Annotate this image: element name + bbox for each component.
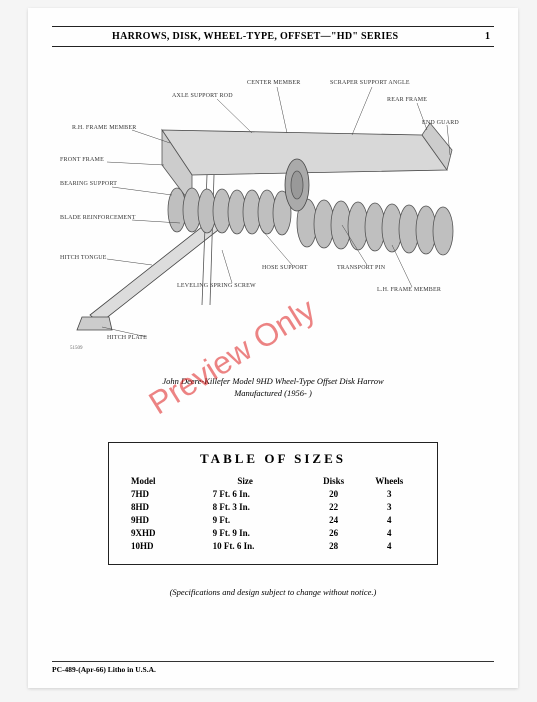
diagram-id: 51509 (70, 346, 83, 351)
part-label: TRANSPORT PIN (337, 265, 385, 271)
part-label: HITCH PLATE (107, 335, 147, 341)
part-label: HITCH TONGUE (60, 255, 107, 261)
diagram-caption: John Deere-Killefer Model 9HD Wheel-Type… (52, 376, 494, 400)
part-label: BLADE REINFORCEMENT (60, 215, 136, 221)
table-row: 9XHD 9 Ft. 9 In. 26 4 (127, 528, 419, 539)
part-label: R.H. FRAME MEMBER (72, 125, 136, 131)
table-row: 9HD 9 Ft. 24 4 (127, 515, 419, 526)
disclaimer-text: (Specifications and design subject to ch… (52, 587, 494, 597)
table-header-row: Model Size Disks Wheels (127, 475, 419, 487)
document-page: HARROWS, DISK, WHEEL-TYPE, OFFSET—"HD" S… (28, 8, 518, 688)
part-label: LEVELING SPRING SCREW (177, 283, 256, 289)
part-label: AXLE SUPPORT ROD (172, 93, 233, 99)
part-label: L.H. FRAME MEMBER (377, 287, 441, 293)
table-title: TABLE OF SIZES (125, 451, 421, 467)
col-model: Model (127, 475, 181, 487)
table-row: 10HD 10 Ft. 6 In. 28 4 (127, 541, 419, 552)
col-wheels: Wheels (360, 475, 419, 487)
sizes-table-box: TABLE OF SIZES Model Size Disks Wheels 7… (108, 442, 438, 565)
header-title: HARROWS, DISK, WHEEL-TYPE, OFFSET—"HD" S… (112, 31, 398, 42)
part-label: HOSE SUPPORT (262, 265, 308, 271)
table-row: 7HD 7 Ft. 6 In. 20 3 (127, 489, 419, 500)
footer-text: PC-489-(Apr-66) Litho in U.S.A. (52, 665, 156, 674)
part-label: END GUARD (422, 120, 459, 126)
table-row: 8HD 8 Ft. 3 In. 22 3 (127, 502, 419, 513)
col-disks: Disks (310, 475, 358, 487)
part-label: FRONT FRAME (60, 157, 104, 163)
page-header: HARROWS, DISK, WHEEL-TYPE, OFFSET—"HD" S… (52, 26, 494, 47)
part-label: CENTER MEMBER (247, 80, 300, 86)
page-footer: PC-489-(Apr-66) Litho in U.S.A. (52, 661, 494, 674)
page-number: 1 (485, 31, 490, 42)
part-label: BEARING SUPPORT (60, 181, 117, 187)
sizes-table: Model Size Disks Wheels 7HD 7 Ft. 6 In. … (125, 473, 421, 554)
caption-line1: John Deere-Killefer Model 9HD Wheel-Type… (162, 376, 383, 386)
part-label: SCRAPER SUPPORT ANGLE (330, 80, 410, 86)
technical-diagram: 51509 CENTER MEMBER AXLE SUPPORT ROD R.H… (52, 75, 494, 370)
part-label: REAR FRAME (387, 97, 427, 103)
col-size: Size (183, 475, 308, 487)
caption-line2: Manufactured (1956- ) (234, 388, 312, 398)
